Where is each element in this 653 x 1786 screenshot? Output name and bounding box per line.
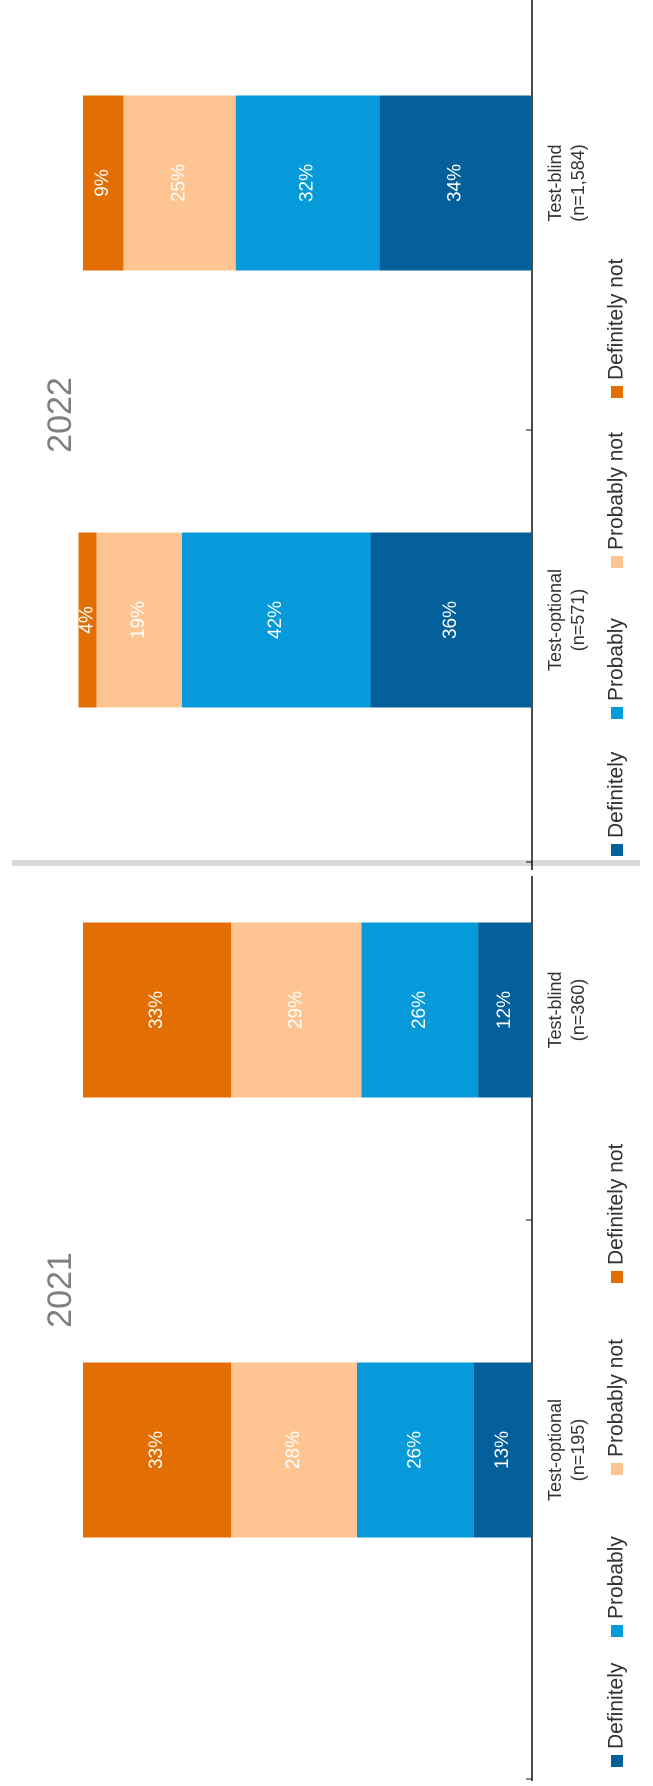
bar-segment-definitely-not (83, 922, 232, 1098)
chart-panel-2021: 2021 13% 26% 28% 33% Test-optional (n=195) 12% 2… (41, 876, 628, 1781)
data-label: 28% (283, 1431, 304, 1469)
legend-item: Probably not (605, 432, 628, 568)
legend-label: Probably (605, 1536, 628, 1619)
category-label: Test-blind (545, 144, 565, 221)
data-label: 42% (265, 601, 286, 639)
data-label: 34% (445, 164, 466, 202)
bar-segment-probably (356, 1362, 474, 1538)
bar-segment-definitely-not (83, 1362, 232, 1538)
legend-item: Definitely (605, 1662, 628, 1767)
chart-title: 2022 (41, 377, 79, 453)
data-label: 4% (77, 606, 98, 634)
category-label: Test-optional (545, 569, 565, 671)
legend-label: Definitely (605, 751, 628, 838)
data-label: 25% (169, 164, 190, 202)
data-label: 32% (297, 164, 318, 202)
bar-segment-probably (235, 95, 380, 271)
data-label: 19% (128, 601, 149, 639)
bar-segment-probably-not (96, 532, 182, 708)
legend-label: Definitely (605, 1662, 628, 1749)
legend-swatch (611, 1463, 623, 1475)
legend-label: Probably not (605, 432, 628, 550)
data-label: 36% (440, 601, 461, 639)
legend-swatch (611, 1271, 623, 1283)
legend-item: Definitely not (605, 1143, 628, 1283)
bar-segment-definitely (478, 922, 532, 1098)
legend-label: Probably not (605, 1339, 628, 1457)
legend-swatch (611, 1755, 623, 1767)
bar-segment-definitely-not (78, 532, 97, 708)
legend-swatch (611, 386, 623, 398)
data-label: 33% (146, 991, 167, 1029)
legend-swatch (611, 1625, 623, 1637)
chart-title: 2021 (41, 1252, 79, 1328)
legend-item: Definitely not (605, 258, 628, 398)
legend-label: Definitely not (605, 258, 628, 380)
bar-segment-definitely (473, 1362, 532, 1538)
bar-segment-definitely (370, 532, 532, 708)
category-label: Test-blind (545, 971, 565, 1048)
data-label: 26% (404, 1431, 425, 1469)
category-label: (n=571) (568, 589, 588, 652)
legend-swatch (611, 707, 623, 719)
bar-segment-definitely (379, 95, 532, 271)
bar-segment-probably (181, 532, 371, 708)
data-label: 12% (494, 991, 515, 1029)
legend-item: Definitely (605, 751, 628, 856)
bar-segment-probably-not (231, 1362, 357, 1538)
bar-segment-probably (361, 922, 479, 1098)
data-label: 26% (409, 991, 430, 1029)
category-label: Test-optional (545, 1399, 565, 1501)
legend-label: Definitely not (605, 1143, 628, 1265)
legend-item: Probably (605, 1536, 628, 1637)
data-label: 29% (285, 991, 306, 1029)
data-label: 9% (92, 169, 113, 197)
bar-segment-probably-not (231, 922, 362, 1098)
category-label: (n=195) (568, 1419, 588, 1482)
legend-swatch (611, 556, 623, 568)
legend-swatch (611, 844, 623, 856)
legend-label: Probably (605, 618, 628, 701)
data-label: 13% (492, 1431, 513, 1469)
category-label: (n=1,584) (568, 144, 588, 222)
legend-item: Probably not (605, 1339, 628, 1475)
bar-segment-probably-not (123, 95, 236, 271)
legend-item: Probably (605, 618, 628, 719)
data-label: 33% (146, 1431, 167, 1469)
category-label: (n=360) (568, 979, 588, 1042)
bar-segment-definitely-not (83, 95, 124, 271)
chart-panel-2022: 2022 36% 42% 19% 4% Test-optional (n=571) 34% 32… (41, 0, 628, 870)
